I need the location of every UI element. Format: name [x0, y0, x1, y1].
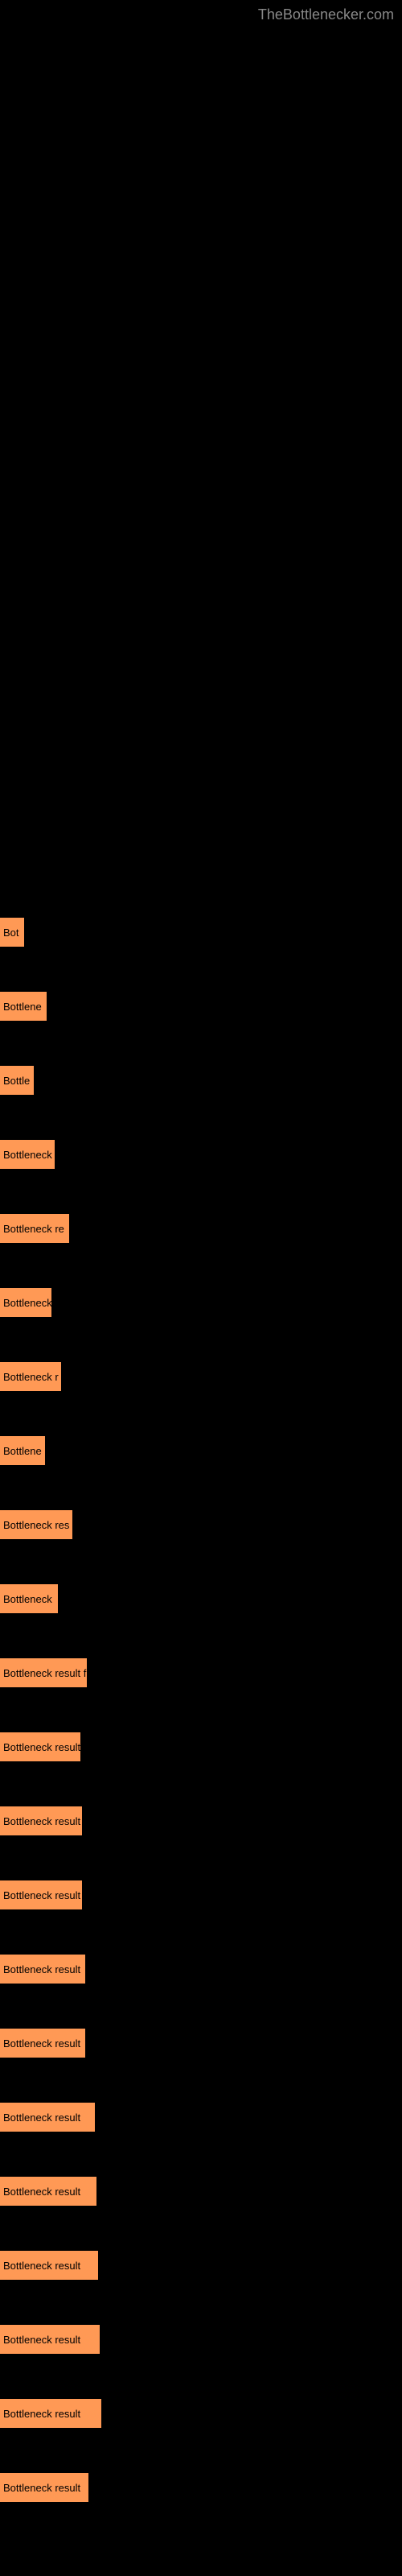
bar-row: Bottleneck result [0, 2325, 402, 2354]
chart-bar: Bottleneck result f [0, 1658, 87, 1687]
bar-row: Bottleneck result [0, 1880, 402, 1909]
chart-bar: Bottleneck result [0, 1955, 85, 1984]
bar-row: Bottleneck result f [0, 1658, 402, 1687]
bar-label: Bottleneck result [3, 2037, 80, 2050]
bar-row: Bottleneck result [0, 1955, 402, 1984]
bar-row: Bottle [0, 1066, 402, 1095]
bar-label: Bottleneck r [3, 1371, 59, 1383]
bar-label: Bottleneck result [3, 2112, 80, 2124]
bar-label: Bottleneck result [3, 2482, 80, 2494]
bar-label: Bottleneck res [3, 1519, 69, 1531]
bar-label: Bottleneck re [3, 1223, 64, 1235]
bar-row: Bottleneck result [0, 2103, 402, 2132]
bar-row: Bottleneck result [0, 2029, 402, 2058]
bar-label: Bottleneck [3, 1593, 52, 1605]
bar-label: Bottleneck [3, 1297, 51, 1309]
bar-row: Bottleneck [0, 1140, 402, 1169]
chart-bar: Bottleneck [0, 1288, 51, 1317]
chart-bar: Bottleneck result [0, 2103, 95, 2132]
bar-row: Bottleneck result [0, 2399, 402, 2428]
chart-bar: Bottlene [0, 992, 47, 1021]
bar-label: Bottleneck result f [3, 1667, 86, 1679]
bar-row: Bottleneck r [0, 1362, 402, 1391]
chart-bar: Bottleneck [0, 1584, 58, 1613]
chart-bar: Bottleneck [0, 1140, 55, 1169]
bar-label: Bottleneck result [3, 1963, 80, 1975]
bar-chart: Bot Bottlene Bottle Bottleneck Bottleneck re… [0, 0, 402, 2502]
bar-row: Bot [0, 918, 402, 947]
bar-label: Bottleneck result [3, 2260, 80, 2272]
bar-label: Bottlene [3, 1445, 42, 1457]
bar-row: Bottleneck [0, 1584, 402, 1613]
bar-label: Bottleneck result [3, 1741, 80, 1753]
chart-bar: Bottlene [0, 1436, 45, 1465]
chart-bar: Bottleneck result [0, 1732, 80, 1761]
chart-bar: Bottleneck r [0, 1362, 61, 1391]
chart-bar: Bottle [0, 1066, 34, 1095]
chart-bar: Bottleneck result [0, 2325, 100, 2354]
bar-row: Bottlene [0, 992, 402, 1021]
bar-label: Bottleneck result [3, 1889, 80, 1901]
bar-row: Bottleneck re [0, 1214, 402, 1243]
chart-bar: Bottleneck result [0, 2029, 85, 2058]
bar-row: Bottleneck result [0, 1732, 402, 1761]
bar-label: Bottleneck [3, 1149, 52, 1161]
bar-row: Bottleneck [0, 1288, 402, 1317]
chart-bar: Bottleneck result [0, 1880, 82, 1909]
bar-label: Bottle [3, 1075, 30, 1087]
chart-bar: Bottleneck result [0, 1806, 82, 1835]
chart-bar: Bottleneck result [0, 2177, 96, 2206]
bar-row: Bottleneck result [0, 2177, 402, 2206]
chart-bar: Bot [0, 918, 24, 947]
chart-bar: Bottleneck res [0, 1510, 72, 1539]
bar-label: Bottleneck result [3, 2186, 80, 2198]
bar-row: Bottleneck result [0, 1806, 402, 1835]
bar-row: Bottleneck res [0, 1510, 402, 1539]
watermark-text: TheBottlenecker.com [258, 6, 394, 23]
chart-bar: Bottleneck result [0, 2251, 98, 2280]
bar-label: Bottlene [3, 1001, 42, 1013]
chart-bar: Bottleneck re [0, 1214, 69, 1243]
bar-label: Bottleneck result [3, 1815, 80, 1827]
bar-row: Bottlene [0, 1436, 402, 1465]
chart-bar: Bottleneck result [0, 2399, 101, 2428]
bar-label: Bot [3, 927, 19, 939]
bar-row: Bottleneck result [0, 2251, 402, 2280]
bar-label: Bottleneck result [3, 2334, 80, 2346]
chart-bar: Bottleneck result [0, 2473, 88, 2502]
bar-label: Bottleneck result [3, 2408, 80, 2420]
bar-row: Bottleneck result [0, 2473, 402, 2502]
